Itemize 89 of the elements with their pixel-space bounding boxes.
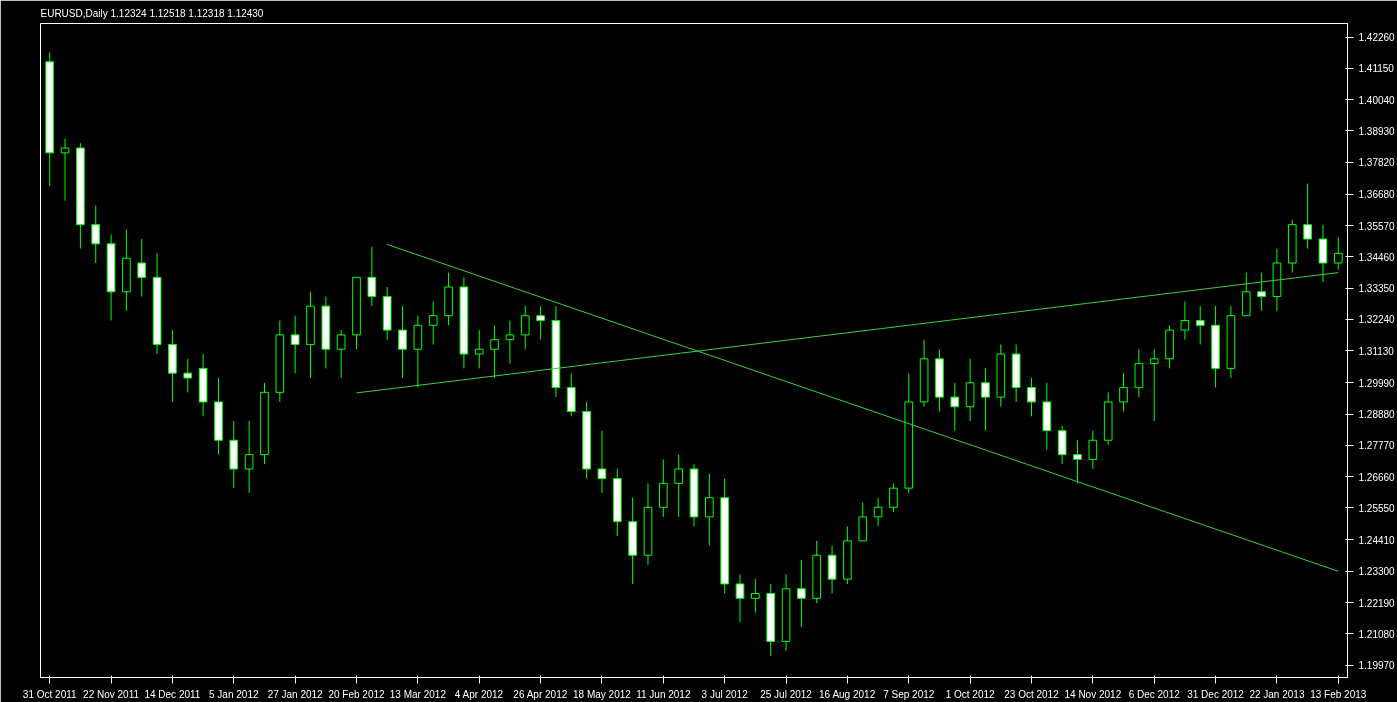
y-tick-label: 1.21080 [1358,628,1396,640]
candlestick [1180,300,1190,341]
candlestick [520,305,530,350]
x-tick-label: 22 Jan 2013 [1249,688,1305,700]
y-tick-label: 1.23300 [1358,566,1396,578]
candlestick [1333,236,1343,271]
y-tick-label: 1.40040 [1358,94,1396,106]
candlestick [566,372,576,417]
candlestick [705,473,714,547]
candlestick [1303,183,1312,250]
chart-title: EURUSD,Daily 1.12324 1.12518 1.12318 1.12430 [40,7,264,19]
x-tick-label: 14 Dec 2011 [144,688,201,700]
candlestick [751,578,760,614]
x-tick-label: 18 May 2012 [573,688,632,700]
y-tick-label: 1.19970 [1358,660,1396,672]
x-tick-label: 6 Dec 2012 [1128,688,1181,700]
x-tick-label: 23 Oct 2012 [1004,688,1060,700]
candlestick [137,238,147,298]
x-tick-label: 25 Jul 2012 [760,688,813,700]
candlestick [536,305,545,341]
y-tick-label: 1.37820 [1358,157,1396,169]
candlestick [965,358,975,422]
x-tick-label: 7 Sep 2012 [883,688,935,700]
candlestick [858,502,868,542]
y-tick-label: 1.28880 [1358,409,1396,421]
y-tick-label: 1.35570 [1358,220,1396,232]
y-tick-label: 1.24410 [1358,534,1396,546]
y-tick-label: 1.33350 [1358,283,1396,295]
candlestick [735,573,745,623]
y-tick-label: 1.38930 [1358,125,1396,137]
candlestick [981,367,990,432]
candlestick [1088,430,1098,470]
y-tick-label: 1.26660 [1358,471,1396,483]
candlestick [505,319,515,365]
y-tick-label: 1.29990 [1358,377,1396,389]
candlestick [597,430,607,494]
x-tick-label: 27 Jan 2012 [267,688,324,700]
candlestick [244,420,254,494]
x-tick-label: 26 Apr 2012 [513,688,568,700]
y-tick-label: 1.36680 [1358,189,1396,201]
candlestick [950,382,960,432]
candlestick [474,329,484,369]
x-tick-label: 1 Oct 2012 [945,688,996,700]
candlestick [1134,348,1144,398]
candlestick [658,458,668,518]
candlestick [183,358,193,393]
y-tick-label: 1.22190 [1358,597,1396,609]
x-tick-label: 11 Jun 2012 [636,688,691,700]
candlestick [413,315,423,389]
candlestick [428,300,438,345]
x-tick-label: 31 Dec 2012 [1187,688,1245,700]
candlestick [367,246,377,307]
x-tick-label: 31 Oct 2011 [22,688,78,700]
candlestick [827,545,837,595]
candlestick [873,497,883,527]
x-tick-label: 16 Aug 2012 [819,688,876,700]
candlestick [1057,425,1067,465]
candlestick [797,559,806,628]
candlestick [674,454,683,518]
y-tick-label: 1.42260 [1358,32,1396,44]
x-tick-label: 13 Mar 2012 [389,688,447,700]
y-tick-label: 1.25550 [1358,502,1396,514]
y-tick-label: 1.32240 [1358,314,1396,326]
candlestick [1149,348,1159,422]
y-tick-label: 1.34460 [1358,251,1396,263]
candlestick [1073,439,1082,484]
x-tick-label: 5 Jan 2012 [209,688,259,700]
candlestick [889,482,898,513]
candlestick [1257,272,1266,312]
y-tick-label: 1.27770 [1358,440,1396,452]
x-tick-label: 3 Jul 2012 [701,688,749,700]
x-tick-label: 20 Feb 2012 [328,688,386,700]
candlestick [490,324,499,379]
candlestick [91,205,101,264]
candlestick [1241,272,1251,317]
candlestick [336,329,346,379]
x-tick-label: 13 Feb 2013 [1310,688,1367,700]
candlestick [60,137,70,202]
candlestick [1195,305,1205,345]
x-tick-label: 4 Apr 2012 [454,688,504,700]
candlestick [1119,372,1128,412]
candlestick [1027,377,1036,417]
y-tick-label: 1.31130 [1358,345,1395,357]
candlestick [398,305,407,379]
x-tick-label: 22 Nov 2011 [83,688,140,700]
candlestick [290,315,300,374]
x-tick-label: 14 Nov 2012 [1064,688,1122,700]
candlestick [1318,224,1328,283]
y-tick-label: 1.41150 [1358,63,1395,75]
